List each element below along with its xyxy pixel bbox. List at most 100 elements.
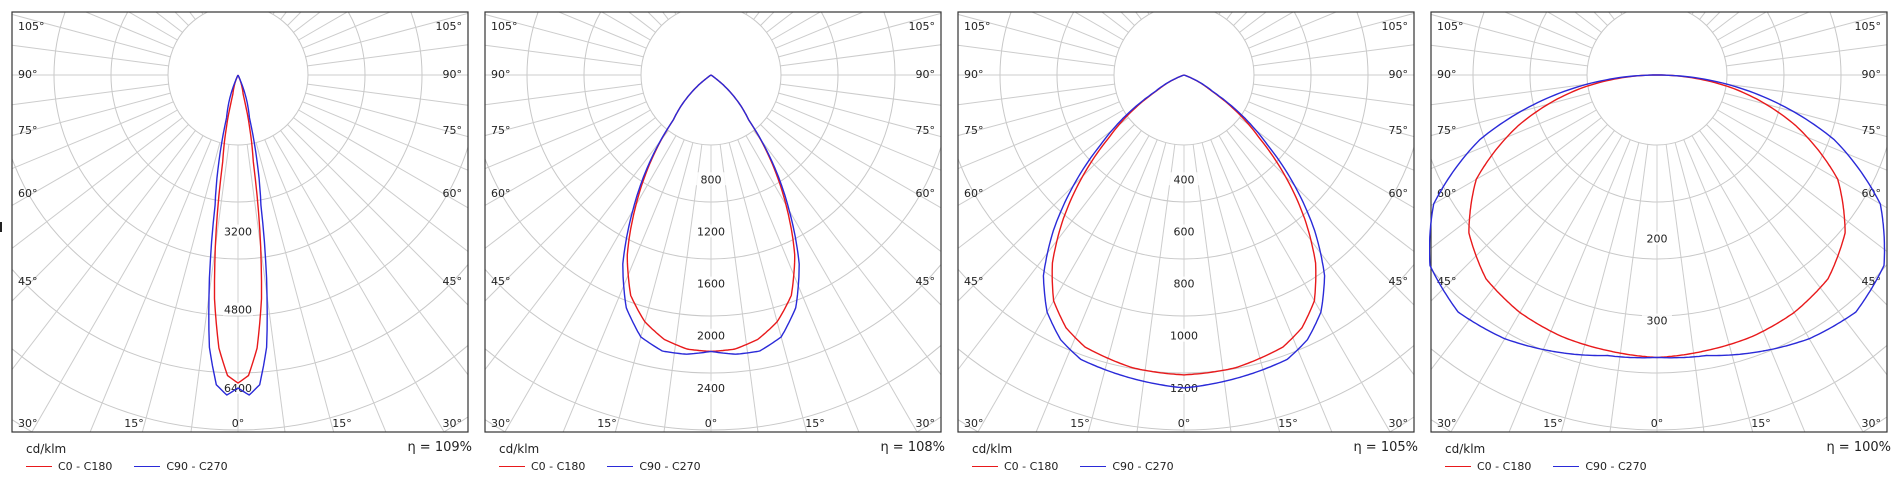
grid-spoke bbox=[89, 139, 212, 432]
grid-spoke bbox=[1248, 101, 1414, 171]
grid-spoke bbox=[977, 135, 1150, 432]
grid-spoke bbox=[958, 130, 1142, 371]
legend-label: C90 - C270 bbox=[166, 460, 228, 473]
grid-spoke bbox=[141, 142, 221, 432]
grid-spoke bbox=[1211, 0, 1428, 10]
angle-label-left: 45° bbox=[1437, 275, 1457, 288]
angle-label-right: 45° bbox=[443, 275, 463, 288]
grid-spoke bbox=[780, 44, 941, 67]
legend-item: C0 - C180 bbox=[26, 460, 112, 473]
angle-label-right: 75° bbox=[1389, 124, 1409, 137]
polar-grid bbox=[12, 12, 468, 432]
angle-label-left: 60° bbox=[964, 187, 984, 200]
grid-spoke bbox=[760, 124, 941, 306]
grid-spoke bbox=[483, 0, 684, 10]
grid-spoke bbox=[1431, 124, 1608, 302]
grid-spoke bbox=[1706, 124, 1887, 306]
grid-spoke bbox=[1666, 0, 1748, 6]
polar-grid bbox=[483, 0, 941, 432]
grid-spoke bbox=[1136, 144, 1176, 432]
legend-swatch bbox=[134, 466, 161, 467]
angle-label-right: 45° bbox=[1862, 275, 1882, 288]
grid-spoke bbox=[12, 92, 171, 137]
grid-spoke bbox=[958, 124, 1135, 302]
unit-label: cd/klm bbox=[26, 442, 67, 456]
grid-spoke bbox=[1699, 130, 1887, 376]
legend: C0 - C180 C90 - C270 bbox=[1445, 460, 1669, 473]
angle-label-left: 45° bbox=[964, 275, 984, 288]
angle-label-left: 45° bbox=[18, 275, 38, 288]
grid-spoke bbox=[958, 92, 1117, 137]
grid-spoke bbox=[737, 139, 860, 432]
unit-label: cd/klm bbox=[499, 442, 540, 456]
grid-spoke bbox=[287, 124, 468, 306]
grid-spoke bbox=[1726, 83, 1887, 106]
grid-spoke bbox=[562, 139, 685, 432]
tick-label-bg bbox=[1169, 224, 1199, 238]
grid-spoke bbox=[753, 130, 941, 376]
grid-spoke bbox=[530, 0, 693, 7]
tick-label-bg bbox=[1642, 231, 1672, 245]
legend-swatch bbox=[1553, 466, 1580, 467]
grid-spoke bbox=[1717, 109, 1887, 209]
grid-spoke bbox=[1035, 139, 1158, 432]
tick-label-bg bbox=[696, 224, 726, 238]
grid-spoke bbox=[12, 101, 174, 170]
radial-tick-label: 2000 bbox=[697, 330, 725, 343]
tick-label-bg bbox=[1169, 172, 1199, 186]
angle-label-right: 105° bbox=[909, 20, 936, 33]
tick-label-bg bbox=[1169, 328, 1199, 342]
grid-spoke bbox=[12, 124, 189, 302]
angle-label-left: 75° bbox=[1437, 124, 1457, 137]
grid-spoke bbox=[485, 124, 662, 302]
legend-swatch bbox=[26, 466, 52, 467]
radial-tick-label: 200 bbox=[1647, 233, 1668, 246]
grid-spoke bbox=[1665, 144, 1705, 432]
grid-spoke bbox=[12, 44, 169, 67]
grid-spoke bbox=[1699, 12, 1706, 20]
grid-spoke bbox=[485, 44, 642, 67]
grid-spoke bbox=[264, 139, 387, 432]
grid-spoke bbox=[1201, 142, 1281, 432]
grid-spoke bbox=[1003, 0, 1166, 7]
grid-spoke bbox=[485, 13, 644, 58]
angle-label-bottom: 0° bbox=[232, 417, 245, 430]
grid-spoke bbox=[12, 117, 183, 250]
grid-spoke bbox=[12, 109, 178, 207]
angle-label-right: 60° bbox=[443, 187, 463, 200]
angle-label-right: 60° bbox=[1389, 187, 1409, 200]
grid-spoke bbox=[1683, 139, 1806, 432]
angle-label-left: 60° bbox=[491, 187, 511, 200]
legend-swatch bbox=[1445, 466, 1471, 467]
grid-spoke bbox=[1724, 12, 1887, 58]
angle-label-bottom: 15° bbox=[1751, 417, 1771, 430]
grid-spoke bbox=[1226, 130, 1414, 376]
angle-label-bottom: 0° bbox=[705, 417, 718, 430]
legend-label: C0 - C180 bbox=[531, 460, 586, 473]
polar-grid bbox=[958, 0, 1428, 432]
grid-spoke bbox=[485, 109, 651, 207]
angle-label-bottom: 30° bbox=[1389, 417, 1409, 430]
grid-spoke bbox=[1674, 142, 1754, 432]
grid-spoke bbox=[958, 83, 1115, 106]
efficiency-label: η = 105% bbox=[1353, 440, 1418, 455]
grid-spoke bbox=[12, 83, 169, 106]
tick-label-bg bbox=[696, 172, 726, 186]
angle-label-right: 60° bbox=[916, 187, 936, 200]
angle-label-bottom: 30° bbox=[964, 417, 984, 430]
grid-spoke bbox=[485, 117, 656, 250]
legend-label: C90 - C270 bbox=[639, 460, 701, 473]
grid-spoke bbox=[719, 144, 759, 432]
angle-label-left: 75° bbox=[18, 124, 38, 137]
angle-label-right: 75° bbox=[1862, 124, 1882, 137]
grid-spoke bbox=[753, 12, 760, 20]
angle-label-right: 45° bbox=[916, 275, 936, 288]
chart-frame bbox=[11, 11, 469, 433]
angle-label-left: 90° bbox=[18, 68, 38, 81]
angle-label-bottom: 30° bbox=[1437, 417, 1457, 430]
grid-spoke bbox=[771, 109, 941, 209]
grid-spoke bbox=[1193, 0, 1275, 6]
legend-item: C0 - C180 bbox=[972, 460, 1058, 473]
grid-spoke bbox=[1253, 44, 1414, 67]
polar-chart-panel: 400 600 800 1000 1200 105° 105° 90° 90° 75° 75° 60°… bbox=[956, 0, 1428, 485]
